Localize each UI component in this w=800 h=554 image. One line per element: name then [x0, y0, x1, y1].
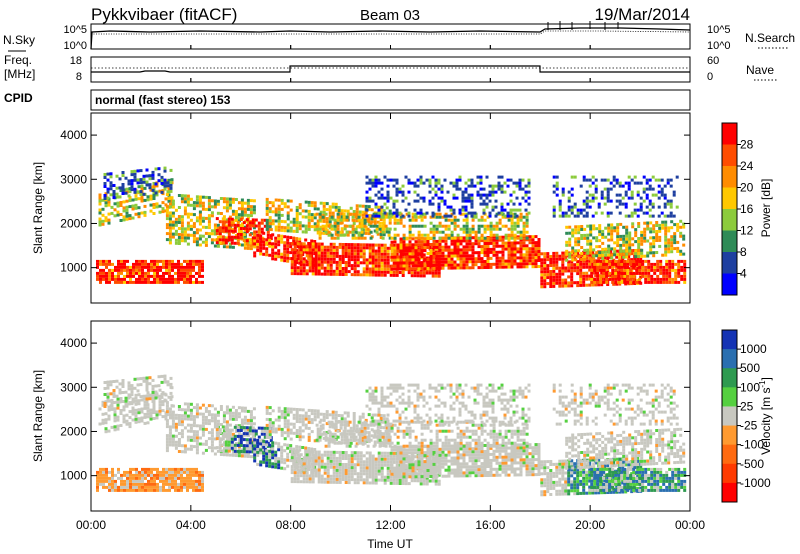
colorbar-swatch	[722, 330, 737, 350]
velocity-colorbar: 1000 500 100 25 -25 -100 -500 -1000 Velocity [m…	[721, 329, 773, 503]
y-tick-label: 3000	[60, 380, 87, 394]
nave-label: Nave	[746, 63, 774, 77]
colorbar-swatch	[722, 387, 737, 407]
nave-tick-top: 60	[707, 55, 719, 67]
colorbar-swatch	[722, 463, 737, 484]
power-y-axis-label: Slant Range [km]	[31, 162, 45, 254]
power-heatmap-cells	[96, 166, 687, 289]
x-axis-label: Time UT	[367, 537, 413, 551]
nsky-tick-top: 10^5	[63, 24, 87, 36]
colorbar-swatch	[722, 230, 737, 253]
colorbar-tick-label: 8	[740, 245, 747, 259]
colorbar-tick-label: -500	[740, 457, 764, 471]
cpid-text: normal (fast stereo) 153	[95, 93, 231, 107]
colorbar-swatch	[722, 144, 737, 167]
x-tick-label: 04:00	[176, 518, 206, 532]
freq-unit-label: [MHz]	[4, 67, 35, 81]
colorbar-swatch	[722, 123, 737, 145]
y-tick-label: 3000	[60, 172, 87, 186]
colorbar-tick-label: 25	[740, 399, 754, 413]
freq-trace	[91, 65, 690, 73]
nsky-trace	[90, 27, 691, 50]
colorbar-swatch	[722, 187, 737, 210]
colorbar-swatch	[722, 166, 737, 188]
freq-strip: Freq. [MHz] 18 8 60 0 Nave	[4, 53, 778, 83]
freq-label: Freq.	[4, 53, 32, 67]
x-tick-label: 08:00	[276, 518, 306, 532]
colorbar-swatch	[722, 425, 737, 446]
date-label: 19/Mar/2014	[595, 5, 690, 24]
colorbar-tick-label: -100	[740, 438, 764, 452]
colorbar-swatch	[722, 209, 737, 231]
colorbar-tick-label: 16	[740, 202, 754, 216]
velocity-colorbar-label: Velocity [m s-1]	[758, 377, 773, 455]
y-tick-label: 1000	[60, 261, 87, 275]
colorbar-tick-label: 100	[740, 380, 760, 394]
colorbar-swatch	[722, 444, 737, 465]
y-tick-label: 2000	[60, 424, 87, 438]
nsearch-tick-bottom: 10^0	[707, 40, 731, 52]
nsky-tick-bottom: 10^0	[63, 40, 87, 52]
colorbar-tick-label: 20	[740, 181, 754, 195]
colorbar-swatch	[722, 273, 737, 296]
cpid-label: CPID	[4, 91, 33, 105]
colorbar-tick-label: -25	[740, 419, 758, 433]
colorbar-tick-label: 4	[740, 267, 747, 281]
x-tick-label: 16:00	[475, 518, 505, 532]
x-tick-label: 20:00	[575, 518, 605, 532]
beam-label: Beam 03	[360, 7, 420, 24]
colorbar-tick-label: 24	[740, 159, 754, 173]
power-colorbar-label: Power [dB]	[759, 179, 773, 238]
colorbar-swatch	[722, 482, 737, 503]
x-tick-label: 12:00	[375, 518, 405, 532]
nave-tick-bottom: 0	[707, 71, 713, 83]
x-tick-label: 00:00	[76, 518, 106, 532]
velocity-heatmap-cells	[96, 374, 687, 497]
colorbar-swatch	[722, 252, 737, 274]
nsearch-tick-top: 10^5	[707, 24, 731, 36]
power-colorbar: 28 24 20 16 12 8 4 Power [dB]	[721, 122, 773, 296]
colorbar-swatch	[722, 368, 737, 388]
y-tick-label: 4000	[60, 128, 87, 142]
colorbar-swatch	[722, 349, 737, 369]
velocity-y-axis: 1000 2000 3000 4000	[60, 336, 690, 483]
cpid-strip: CPID normal (fast stereo) 153	[4, 89, 691, 111]
colorbar-tick-label: -1000	[740, 476, 771, 490]
nsky-strip: N.Sky 10^5 10^0 10^5 10^0 N.Search	[3, 21, 795, 52]
velocity-x-axis: 00:00 04:00 08:00 12:00 16:00 20:00 00:00	[76, 45, 705, 532]
station-title: Pykkvibaer (fitACF)	[91, 5, 237, 24]
power-panel: 1000 2000 3000 4000 Slant Range [km]	[31, 45, 691, 304]
colorbar-tick-label: 28	[740, 138, 754, 152]
y-tick-label: 2000	[60, 216, 87, 230]
x-tick-label: 00:00	[675, 518, 705, 532]
power-y-axis: 1000 2000 3000 4000	[60, 128, 690, 275]
velocity-y-axis-label: Slant Range [km]	[31, 370, 45, 462]
freq-tick-bottom: 8	[76, 71, 82, 83]
freq-tick-top: 18	[70, 55, 82, 67]
y-tick-label: 1000	[60, 469, 87, 483]
colorbar-swatch	[722, 406, 737, 427]
colorbar-tick-label: 12	[740, 224, 754, 238]
y-tick-label: 4000	[60, 336, 87, 350]
nsky-label: N.Sky	[3, 33, 35, 47]
colorbar-tick-label: 1000	[740, 342, 767, 356]
nsearch-label: N.Search	[745, 31, 795, 45]
colorbar-tick-label: 500	[740, 361, 760, 375]
